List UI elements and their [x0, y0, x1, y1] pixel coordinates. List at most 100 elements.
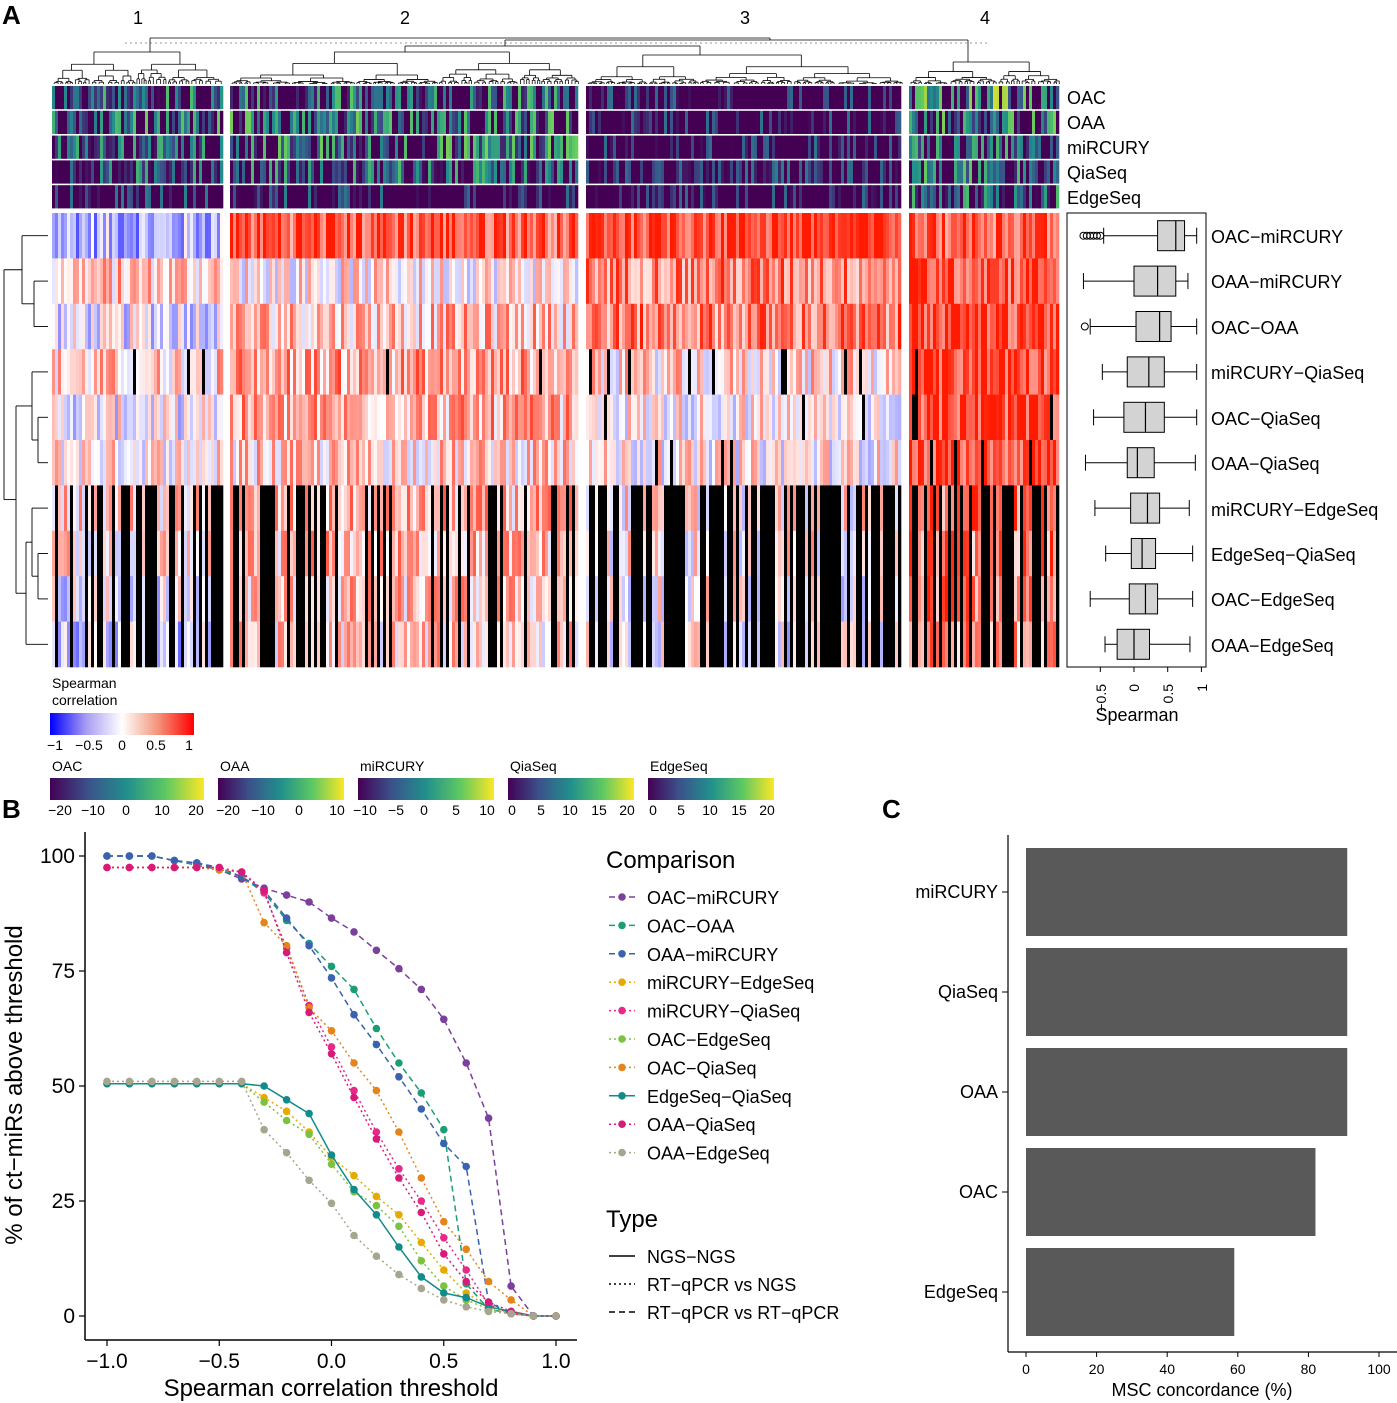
- annotation-cell: [545, 160, 549, 184]
- annotation-cell: [942, 135, 946, 159]
- annotation-cell: [939, 135, 943, 159]
- annotation-cell: [637, 160, 641, 184]
- heatmap-cell: [124, 258, 128, 305]
- heatmap-cell: [311, 485, 315, 532]
- heatmap-cell: [667, 349, 671, 395]
- heatmap-cell: [208, 303, 212, 350]
- heatmap-cell: [293, 621, 297, 668]
- heatmap-cell: [142, 303, 146, 350]
- annotation-cell: [551, 135, 555, 159]
- heatmap-cell: [667, 258, 671, 305]
- heatmap-cell: [275, 440, 279, 486]
- heatmap-cell: [308, 621, 312, 668]
- annotation-cell: [479, 110, 483, 134]
- annotation-cell: [491, 185, 495, 209]
- heatmap-cell: [461, 258, 465, 305]
- annotation-cell: [52, 160, 56, 184]
- annotation-cell: [458, 110, 462, 134]
- heatmap-cell: [374, 485, 378, 532]
- annotation-cell: [115, 86, 119, 110]
- heatmap-cell: [88, 258, 92, 305]
- heatmap-cell: [109, 440, 113, 486]
- heatmap-cell: [245, 440, 249, 486]
- annotation-cell: [1017, 110, 1021, 134]
- heatmap-cell: [778, 258, 782, 305]
- heatmap-cell: [383, 303, 387, 350]
- annotation-cell: [124, 135, 128, 159]
- heatmap-cell: [347, 576, 351, 622]
- annotation-cell: [85, 110, 89, 134]
- heatmap-cell: [278, 349, 282, 395]
- heatmap-cell: [55, 258, 59, 305]
- annotation-cell: [557, 135, 561, 159]
- annotation-cell: [781, 86, 785, 110]
- heatmap-cell: [446, 258, 450, 305]
- annotation-cell: [160, 86, 164, 110]
- annotation-cell: [637, 135, 641, 159]
- annotation-cell: [52, 135, 56, 159]
- heatmap-cell: [187, 485, 191, 532]
- heatmap-cell: [485, 394, 489, 441]
- annotation-cell: [557, 185, 561, 209]
- heatmap-cell: [359, 485, 363, 532]
- heatmap-cell: [91, 530, 95, 577]
- annotation-cell: [572, 86, 576, 110]
- heatmap-cell: [311, 621, 315, 668]
- heatmap-cell: [196, 485, 200, 532]
- heatmap-cell: [697, 303, 701, 350]
- heatmap-cell: [688, 213, 692, 259]
- annotation-cell: [130, 185, 134, 209]
- annotation-cell: [572, 110, 576, 134]
- annotation-cell: [329, 86, 333, 110]
- annotation-cell: [712, 86, 716, 110]
- annotation-cell: [835, 86, 839, 110]
- heatmap-cell: [157, 349, 161, 395]
- heatmap-cell: [332, 576, 336, 622]
- annotation-cell: [278, 86, 282, 110]
- heatmap-cell: [58, 485, 62, 532]
- annotation-cell: [136, 110, 140, 134]
- annotation-cell: [461, 160, 465, 184]
- heatmap-cell: [169, 440, 173, 486]
- heatmap-cell: [389, 440, 393, 486]
- annotation-cell: [530, 185, 534, 209]
- annotation-cell: [1029, 86, 1033, 110]
- heatmap-cell: [652, 213, 656, 259]
- heatmap-cell: [428, 394, 432, 441]
- annotation-cell: [251, 160, 255, 184]
- heatmap-cell: [299, 303, 303, 350]
- annotation-cell: [109, 110, 113, 134]
- annotation-cell: [679, 86, 683, 110]
- heatmap-cell: [245, 303, 249, 350]
- heatmap-cell: [133, 440, 137, 486]
- heatmap-cell: [344, 440, 348, 486]
- heatmap-cell: [67, 349, 71, 395]
- annotation-cell: [847, 160, 851, 184]
- annotation-cell: [589, 160, 593, 184]
- heatmap-cell: [775, 303, 779, 350]
- heatmap-cell: [622, 213, 626, 259]
- heatmap-cell: [604, 303, 608, 350]
- annotation-cell: [721, 86, 725, 110]
- heatmap-cell: [347, 621, 351, 668]
- annotation-cell: [874, 110, 878, 134]
- annotation-cell: [685, 110, 689, 134]
- heatmap-cell: [470, 303, 474, 350]
- annotation-cell: [269, 160, 273, 184]
- heatmap-cell: [353, 258, 357, 305]
- annotation-cell: [278, 110, 282, 134]
- heatmap-cell: [557, 440, 561, 486]
- heatmap-cell: [287, 303, 291, 350]
- heatmap-cell: [383, 394, 387, 441]
- annotation-cell: [299, 185, 303, 209]
- annotation-cell: [491, 86, 495, 110]
- annotation-cell: [356, 86, 360, 110]
- heatmap-cell: [211, 530, 215, 577]
- annotation-cell: [757, 110, 761, 134]
- annotation-cell: [1026, 185, 1030, 209]
- heatmap-cell: [401, 213, 405, 259]
- annotation-cell: [793, 135, 797, 159]
- heatmap-cell: [661, 303, 665, 350]
- heatmap-cell: [269, 303, 273, 350]
- annotation-cell: [972, 86, 976, 110]
